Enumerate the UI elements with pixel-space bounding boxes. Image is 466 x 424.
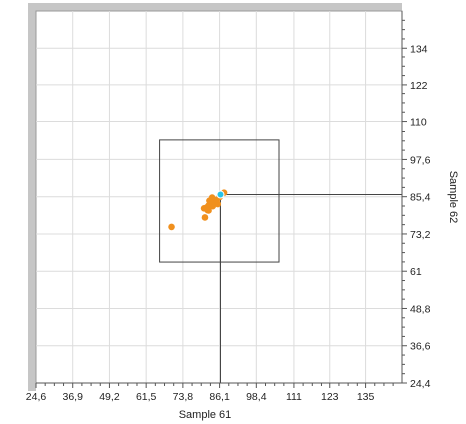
chart-frame-top-bar — [28, 3, 402, 11]
y-tick-label: 134 — [410, 43, 428, 55]
x-tick-label: 49,2 — [99, 391, 120, 403]
x-tick-label: 61,5 — [136, 391, 157, 403]
x-axis-ticks: 24,6 36,9 49,2 61,5 73,8 86,1 98,4 111 123 135 — [26, 383, 394, 403]
x-axis-title: Sample 61 — [179, 409, 232, 421]
y-tick-label: 73,2 — [410, 229, 431, 241]
y-tick-label: 97,6 — [410, 154, 431, 166]
data-points[interactable] — [168, 189, 228, 231]
selection-box — [159, 139, 280, 263]
x-tick-label: 123 — [321, 391, 339, 403]
data-point[interactable] — [204, 206, 211, 214]
selection-overlays — [159, 139, 402, 383]
x-tick-label: 24,6 — [26, 391, 47, 403]
y-tick-label: 85,4 — [410, 192, 431, 204]
x-tick-label: 36,9 — [63, 391, 84, 403]
y-axis-title: Sample 62 — [447, 171, 459, 224]
chart-frame-left-bar — [28, 3, 36, 391]
y-tick-label: 48,8 — [410, 303, 431, 315]
data-point[interactable] — [201, 214, 209, 221]
y-tick-label: 110 — [410, 117, 427, 129]
data-point[interactable] — [208, 194, 216, 201]
y-tick-label: 24,4 — [410, 378, 431, 390]
x-tick-label: 111 — [286, 391, 302, 403]
y-axis-ticks: 24,4 36,6 48,8 61 73,2 85,4 97,6 110 122 134 — [402, 19, 431, 390]
data-point[interactable] — [214, 200, 222, 208]
data-point[interactable] — [168, 223, 175, 231]
x-tick-label: 86,1 — [209, 391, 230, 403]
gridlines — [36, 11, 402, 383]
y-tick-label: 36,6 — [410, 341, 431, 353]
x-tick-label: 73,8 — [173, 391, 194, 403]
y-tick-label: 122 — [410, 80, 428, 92]
x-tick-label: 135 — [357, 391, 375, 403]
y-tick-label: 61 — [410, 266, 422, 278]
x-tick-label: 98,4 — [246, 391, 267, 403]
highlighted-point[interactable] — [216, 190, 225, 199]
